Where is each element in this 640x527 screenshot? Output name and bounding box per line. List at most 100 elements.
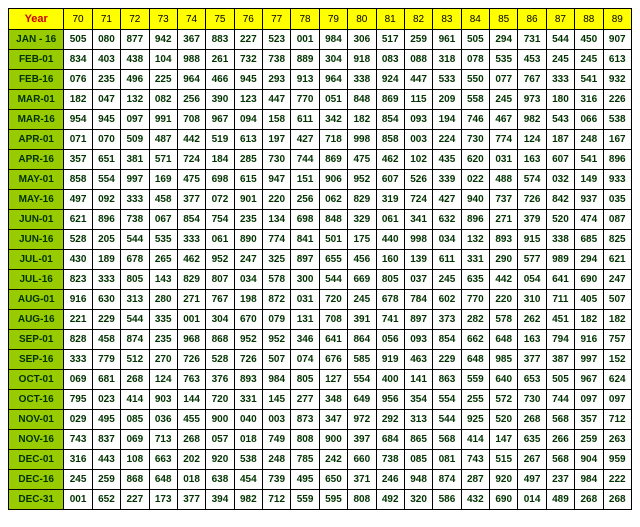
data-cell: 651 — [92, 150, 120, 170]
data-cell: 313 — [404, 410, 432, 430]
data-cell: 544 — [121, 230, 149, 250]
data-cell: 805 — [291, 370, 319, 390]
data-cell: 684 — [376, 430, 404, 450]
data-cell: 265 — [149, 250, 177, 270]
data-cell: 467 — [490, 110, 518, 130]
data-cell: 432 — [461, 490, 489, 510]
data-cell: 526 — [404, 170, 432, 190]
data-cell: 458 — [92, 330, 120, 350]
data-cell: 256 — [291, 190, 319, 210]
data-cell: 376 — [206, 370, 234, 390]
data-cell: 318 — [433, 50, 461, 70]
data-cell: 874 — [433, 470, 461, 490]
data-cell: 865 — [404, 430, 432, 450]
data-cell: 621 — [603, 250, 632, 270]
data-cell: 182 — [348, 110, 376, 130]
data-cell: 550 — [461, 70, 489, 90]
data-cell: 115 — [404, 90, 432, 110]
data-cell: 848 — [348, 90, 376, 110]
data-cell: 613 — [234, 130, 262, 150]
data-cell: 141 — [404, 370, 432, 390]
data-cell: 959 — [603, 450, 632, 470]
row-header: AUG-16 — [9, 310, 64, 330]
data-cell: 925 — [461, 410, 489, 430]
data-cell: 572 — [490, 390, 518, 410]
data-cell: 915 — [518, 230, 546, 250]
data-cell: 224 — [433, 130, 461, 150]
data-cell: 967 — [575, 370, 603, 390]
data-cell: 032 — [546, 170, 574, 190]
data-cell: 056 — [376, 330, 404, 350]
data-cell: 571 — [149, 150, 177, 170]
data-cell: 367 — [177, 30, 205, 50]
data-cell: 681 — [92, 370, 120, 390]
data-cell: 632 — [433, 210, 461, 230]
data-cell: 333 — [64, 350, 92, 370]
row-header: NOV-01 — [9, 410, 64, 430]
data-cell: 624 — [603, 370, 632, 390]
data-cell: 427 — [433, 190, 461, 210]
data-cell: 613 — [603, 50, 632, 70]
data-cell: 535 — [149, 230, 177, 250]
data-cell: 163 — [518, 150, 546, 170]
col-header: 70 — [64, 9, 92, 30]
data-cell: 259 — [92, 470, 120, 490]
data-cell: 544 — [319, 270, 347, 290]
data-cell: 945 — [92, 110, 120, 130]
data-cell: 512 — [121, 350, 149, 370]
data-cell: 690 — [575, 270, 603, 290]
data-cell: 310 — [518, 290, 546, 310]
data-cell: 227 — [121, 490, 149, 510]
data-cell: 390 — [206, 90, 234, 110]
data-cell: 900 — [206, 410, 234, 430]
data-cell: 348 — [319, 390, 347, 410]
data-cell: 954 — [64, 110, 92, 130]
data-cell: 487 — [149, 130, 177, 150]
col-header: 71 — [92, 9, 120, 30]
data-cell: 031 — [490, 150, 518, 170]
data-cell: 458 — [149, 190, 177, 210]
data-cell: 405 — [575, 290, 603, 310]
data-cell: 496 — [121, 70, 149, 90]
data-cell: 507 — [263, 350, 291, 370]
data-cell: 724 — [404, 190, 432, 210]
data-cell: 869 — [376, 90, 404, 110]
row-header: OCT-01 — [9, 370, 64, 390]
data-cell: 924 — [376, 70, 404, 90]
data-cell: 132 — [461, 230, 489, 250]
data-cell: 519 — [206, 130, 234, 150]
data-cell: 767 — [518, 70, 546, 90]
data-cell: 854 — [177, 210, 205, 230]
data-cell: 842 — [546, 190, 574, 210]
data-cell: 505 — [461, 30, 489, 50]
data-cell: 158 — [263, 110, 291, 130]
data-cell: 235 — [92, 70, 120, 90]
data-cell: 770 — [291, 90, 319, 110]
data-cell: 079 — [263, 310, 291, 330]
data-cell: 507 — [603, 290, 632, 310]
data-cell: 102 — [404, 150, 432, 170]
data-cell: 447 — [263, 90, 291, 110]
data-cell: 972 — [348, 410, 376, 430]
data-cell: 108 — [121, 450, 149, 470]
data-cell: 475 — [177, 170, 205, 190]
data-cell: 726 — [177, 350, 205, 370]
col-header: 74 — [177, 9, 205, 30]
data-cell: 003 — [263, 410, 291, 430]
data-cell: 339 — [433, 170, 461, 190]
data-cell: 151 — [291, 170, 319, 190]
data-cell: 890 — [234, 230, 262, 250]
data-cell: 947 — [263, 170, 291, 190]
data-cell: 124 — [518, 130, 546, 150]
data-cell: 304 — [319, 50, 347, 70]
data-cell: 956 — [376, 390, 404, 410]
data-cell: 559 — [461, 370, 489, 390]
data-cell: 341 — [404, 210, 432, 230]
data-cell: 726 — [518, 190, 546, 210]
data-cell: 438 — [121, 50, 149, 70]
data-cell: 081 — [433, 450, 461, 470]
data-cell: 726 — [234, 350, 262, 370]
data-cell: 070 — [92, 130, 120, 150]
data-cell: 057 — [206, 430, 234, 450]
data-cell: 621 — [64, 210, 92, 230]
